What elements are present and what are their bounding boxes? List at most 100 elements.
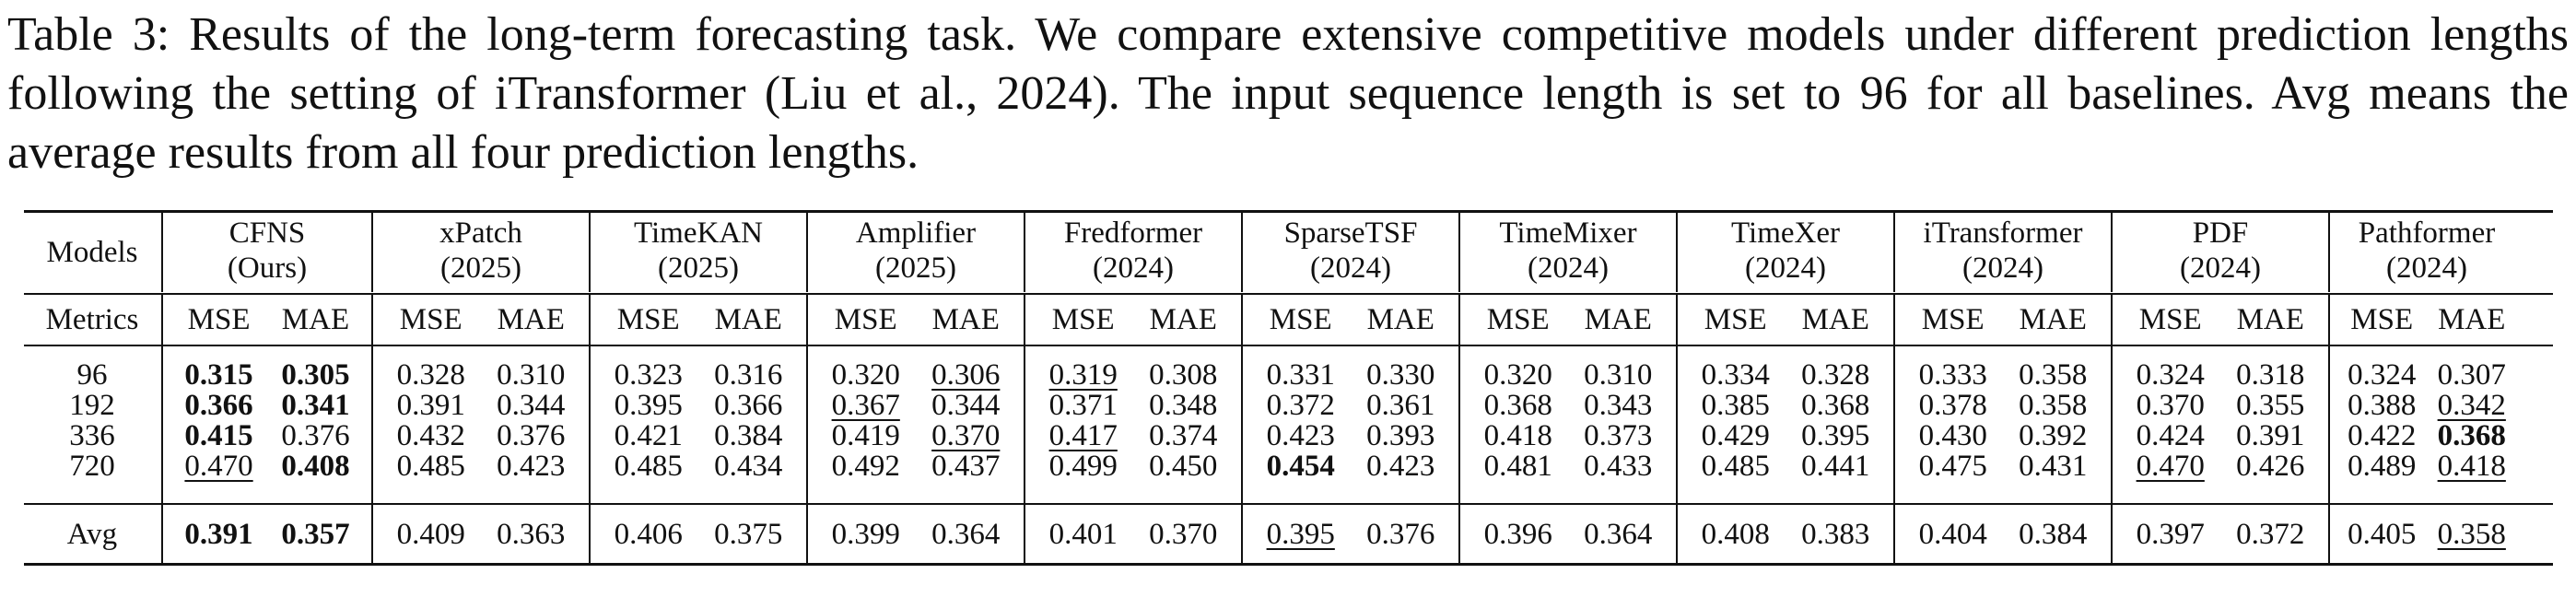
metric-name: MAE [2019,303,2087,336]
column-separator [1024,213,1025,292]
table-cell: 0.395 [1801,419,1870,452]
model-year: (2024) [1745,252,1826,285]
row-label: 336 [69,419,115,452]
table-cell: 0.306 [931,358,1001,392]
avg-rule [24,503,2553,505]
table-cell: 0.376 [281,419,350,452]
avg-cell: 0.396 [1483,518,1552,551]
avg-cell: 0.376 [1366,518,1435,551]
column-separator [1676,346,1678,503]
avg-cell: 0.409 [396,518,465,551]
table-cell: 0.373 [1584,419,1653,452]
metric-name: MSE [1704,303,1767,336]
avg-cell: 0.363 [497,518,566,551]
column-separator [1458,295,1460,345]
table-cell: 0.310 [497,358,566,392]
table-cell: 0.367 [831,389,900,422]
avg-cell: 0.391 [184,518,253,551]
metric-name: MSE [616,303,680,336]
table-cell: 0.419 [831,419,900,452]
table-cell: 0.418 [2437,450,2506,483]
metric-name: MAE [931,303,1000,336]
table-cell: 0.432 [396,419,465,452]
table-cell: 0.422 [2348,419,2417,452]
model-year: (Ours) [227,252,308,285]
model-year: (2025) [658,252,739,285]
avg-cell: 0.405 [2348,518,2417,551]
avg-label: Avg [66,518,118,551]
table-cell: 0.423 [497,450,566,483]
model-name: CFNS [228,217,306,250]
column-separator [1676,213,1678,292]
table-cell: 0.475 [1918,450,1987,483]
model-name: iTransformer [1923,217,2083,250]
metric-name: MSE [834,303,897,336]
table-cell: 0.328 [1801,358,1870,392]
table-cell: 0.307 [2437,358,2506,392]
metric-name: MSE [1486,303,1550,336]
column-separator [2328,295,2330,345]
metric-name: MSE [1051,303,1115,336]
table-cell: 0.415 [184,419,253,452]
column-separator [2111,213,2113,292]
avg-cell: 0.364 [931,518,1001,551]
table-cell: 0.450 [1149,450,1218,483]
column-separator [1676,295,1678,345]
table-cell: 0.358 [2019,389,2088,422]
table-cell: 0.366 [184,389,253,422]
column-separator [1893,295,1895,345]
avg-cell: 0.406 [614,518,683,551]
model-name: SparseTSF [1283,217,1418,250]
table-cell: 0.348 [1149,389,1218,422]
column-separator [1458,346,1460,503]
table-cell: 0.395 [614,389,683,422]
table-cell: 0.454 [1266,450,1335,483]
table-cell: 0.333 [1918,358,1987,392]
column-separator [161,505,163,563]
table-cell: 0.391 [2236,419,2305,452]
table-cell: 0.343 [1584,389,1653,422]
column-separator [1241,346,1243,503]
model-year: (2024) [1310,252,1391,285]
column-separator [589,213,591,292]
table-cell: 0.391 [396,389,465,422]
table-cell: 0.370 [931,419,1001,452]
table-cell: 0.424 [2136,419,2205,452]
metric-name: MAE [714,303,782,336]
table-cell: 0.334 [1701,358,1770,392]
table-cell: 0.492 [831,450,900,483]
table-cell: 0.319 [1048,358,1118,392]
table-cell: 0.481 [1483,450,1552,483]
column-separator [2111,505,2113,563]
table-caption: Table 3: Results of the long-term foreca… [7,8,2569,179]
row-label: 720 [69,450,115,483]
column-separator [161,213,163,292]
column-separator [1241,295,1243,345]
table-cell: 0.489 [2348,450,2417,483]
top-rule [24,210,2553,213]
table-cell: 0.368 [1483,389,1552,422]
table-cell: 0.308 [1149,358,1218,392]
table-cell: 0.344 [497,389,566,422]
table-cell: 0.305 [281,358,350,392]
column-separator [1893,346,1895,503]
avg-cell: 0.401 [1048,518,1118,551]
column-separator [806,346,808,503]
table-cell: 0.374 [1149,419,1218,452]
table-cell: 0.316 [714,358,783,392]
table-cell: 0.393 [1366,419,1435,452]
table-cell: 0.378 [1918,389,1987,422]
metric-name: MAE [2236,303,2304,336]
table-cell: 0.429 [1701,419,1770,452]
table-cell: 0.376 [497,419,566,452]
table-cell: 0.371 [1048,389,1118,422]
metric-name: MSE [399,303,463,336]
row-label: 96 [76,358,108,392]
model-year: (2025) [875,252,956,285]
model-year: (2024) [1962,252,2043,285]
table-cell: 0.344 [931,389,1001,422]
column-separator [371,295,373,345]
metric-name: MSE [1921,303,1985,336]
model-year: (2024) [2180,252,2261,285]
